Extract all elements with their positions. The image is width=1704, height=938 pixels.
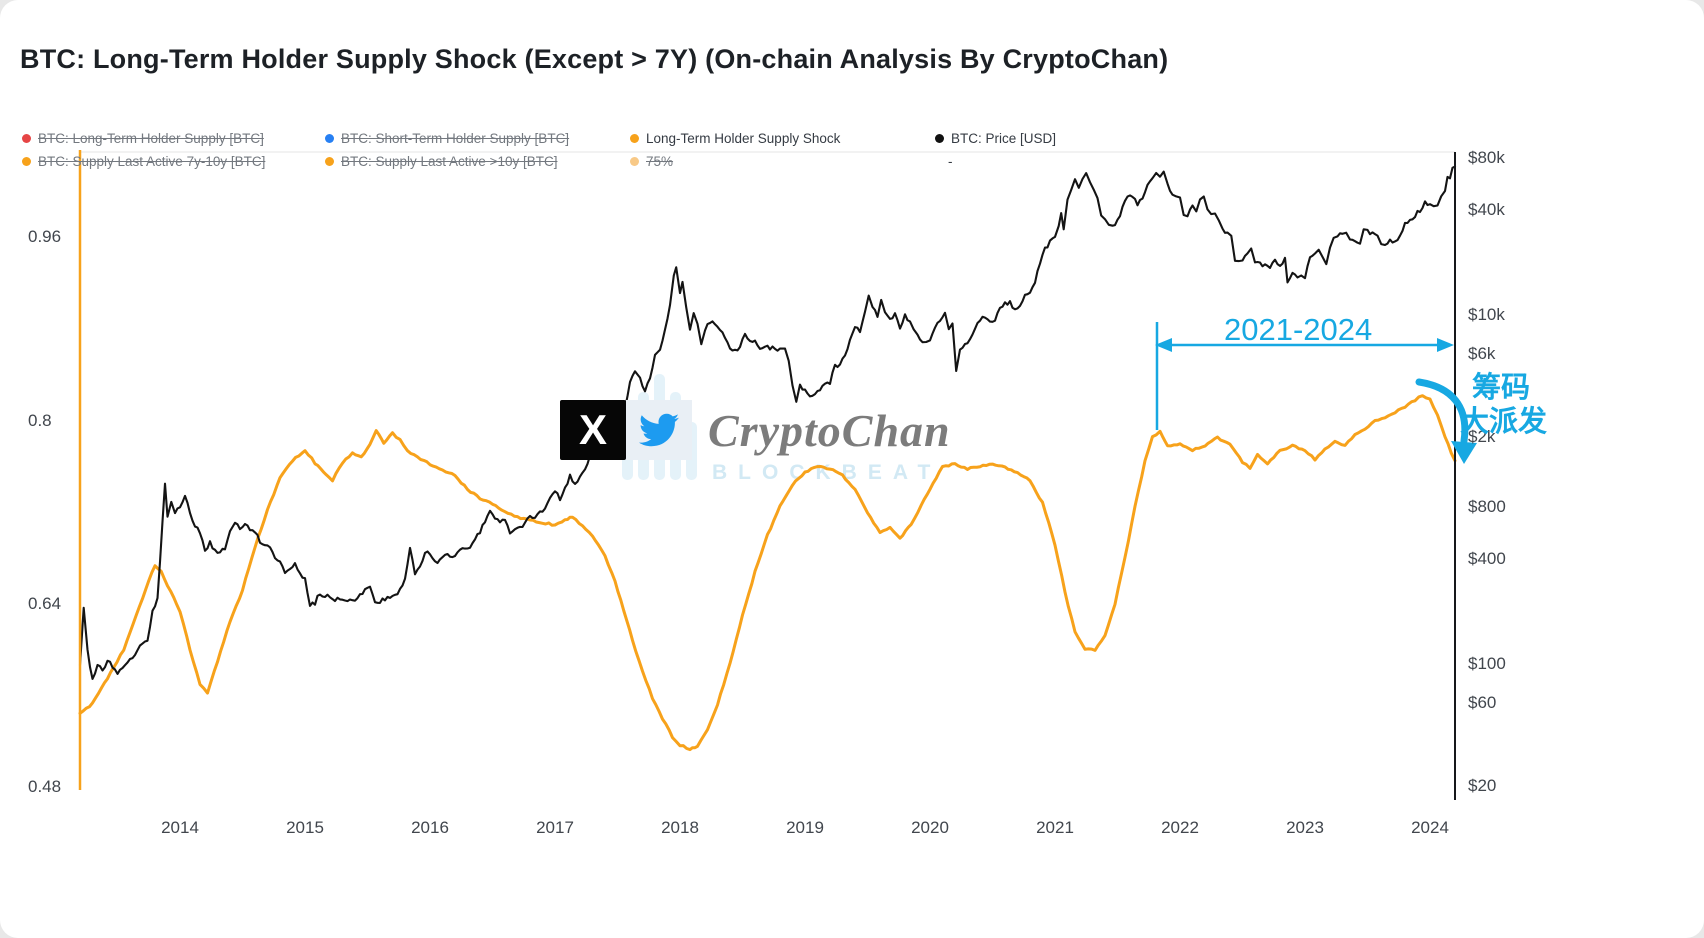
right-axis-tick-label: $400 xyxy=(1468,549,1506,569)
range-arrowhead-left xyxy=(1155,338,1172,352)
legend-dot xyxy=(630,134,639,143)
legend-item[interactable]: BTC: Short-Term Holder Supply [BTC] xyxy=(325,131,569,146)
watermark-background-text: BLOCKBEAT xyxy=(712,461,941,484)
x-logo-letter: X xyxy=(578,406,607,453)
legend-dot xyxy=(630,157,639,166)
legend-item[interactable]: BTC: Supply Last Active >10y [BTC] xyxy=(325,154,557,169)
series-line-btc-price xyxy=(78,165,1457,680)
x-axis-tick-label: 2020 xyxy=(911,818,949,837)
right-axis-tick-label: $6k xyxy=(1468,344,1496,364)
x-axis-tick-label: 2023 xyxy=(1286,818,1324,837)
legend-label: BTC: Supply Last Active 7y-10y [BTC] xyxy=(38,154,266,169)
legend-label: BTC: Price [USD] xyxy=(951,131,1057,146)
x-axis-tick-label: 2024 xyxy=(1411,818,1449,837)
x-logo: X xyxy=(560,400,626,460)
legend-dot xyxy=(325,134,334,143)
x-axis-tick-label: 2016 xyxy=(411,818,449,837)
legend-item[interactable]: Long-Term Holder Supply Shock xyxy=(630,131,840,146)
chinese-annotation-line2: 大派发 xyxy=(1460,406,1548,438)
distribution-curved-arrow xyxy=(1415,378,1469,445)
x-axis-tick-label: 2022 xyxy=(1161,818,1199,837)
x-axis-tick-label: 2015 xyxy=(286,818,324,837)
chinese-annotation-line1: 筹码 xyxy=(1472,372,1531,404)
legend-item[interactable]: - xyxy=(948,154,953,169)
page-title: BTC: Long-Term Holder Supply Shock (Exce… xyxy=(20,44,1169,74)
twitter-bird-icon xyxy=(626,400,692,460)
legend-label: BTC: Short-Term Holder Supply [BTC] xyxy=(341,131,570,146)
legend-item[interactable]: BTC: Long-Term Holder Supply [BTC] xyxy=(22,131,264,146)
legend-dot xyxy=(22,134,31,143)
right-axis-tick-label: $100 xyxy=(1468,654,1506,674)
right-axis-tick-label: $2k xyxy=(1468,427,1496,447)
legend-label: BTC: Supply Last Active >10y [BTC] xyxy=(341,154,558,169)
watermark-brand: CryptoChan xyxy=(708,404,951,456)
left-axis-tick-label: 0.64 xyxy=(28,593,62,613)
right-axis-tick-label: $10k xyxy=(1468,305,1505,325)
x-axis-tick-label: 2014 xyxy=(161,818,199,837)
legend-label: - xyxy=(948,154,953,169)
right-axis-tick-label: $800 xyxy=(1468,496,1506,516)
distribution-arrowhead xyxy=(1451,441,1477,464)
legend-dot xyxy=(325,157,334,166)
x-axis-tick-label: 2017 xyxy=(536,818,574,837)
x-axis-tick-label: 2021 xyxy=(1036,818,1074,837)
legend-item[interactable]: BTC: Price [USD] xyxy=(935,131,1056,146)
left-axis-tick-label: 0.96 xyxy=(28,227,62,247)
legend-dot xyxy=(935,134,944,143)
legend-label: 75% xyxy=(646,154,674,169)
series-line-supply-shock xyxy=(78,394,1457,752)
left-axis-tick-label: 0.8 xyxy=(28,410,52,430)
legend-dot xyxy=(22,157,31,166)
right-axis-tick-label: $60 xyxy=(1468,692,1497,712)
left-axis-tick-label: 0.48 xyxy=(28,777,62,797)
legend-label: Long-Term Holder Supply Shock xyxy=(646,131,841,146)
range-annotation-label: 2021-2024 xyxy=(1224,312,1373,347)
x-axis-tick-label: 2018 xyxy=(661,818,699,837)
legend-label: BTC: Long-Term Holder Supply [BTC] xyxy=(38,131,264,146)
right-axis-tick-label: $80k xyxy=(1468,147,1505,167)
range-arrowhead-right xyxy=(1437,338,1454,352)
watermark: X CryptoChan xyxy=(560,400,951,460)
right-axis-tick-label: $40k xyxy=(1468,200,1505,220)
right-axis-tick-label: $20 xyxy=(1468,775,1497,795)
x-axis-tick-label: 2019 xyxy=(786,818,824,837)
legend-item[interactable]: 75% xyxy=(630,154,673,169)
legend-item[interactable]: BTC: Supply Last Active 7y-10y [BTC] xyxy=(22,154,265,169)
